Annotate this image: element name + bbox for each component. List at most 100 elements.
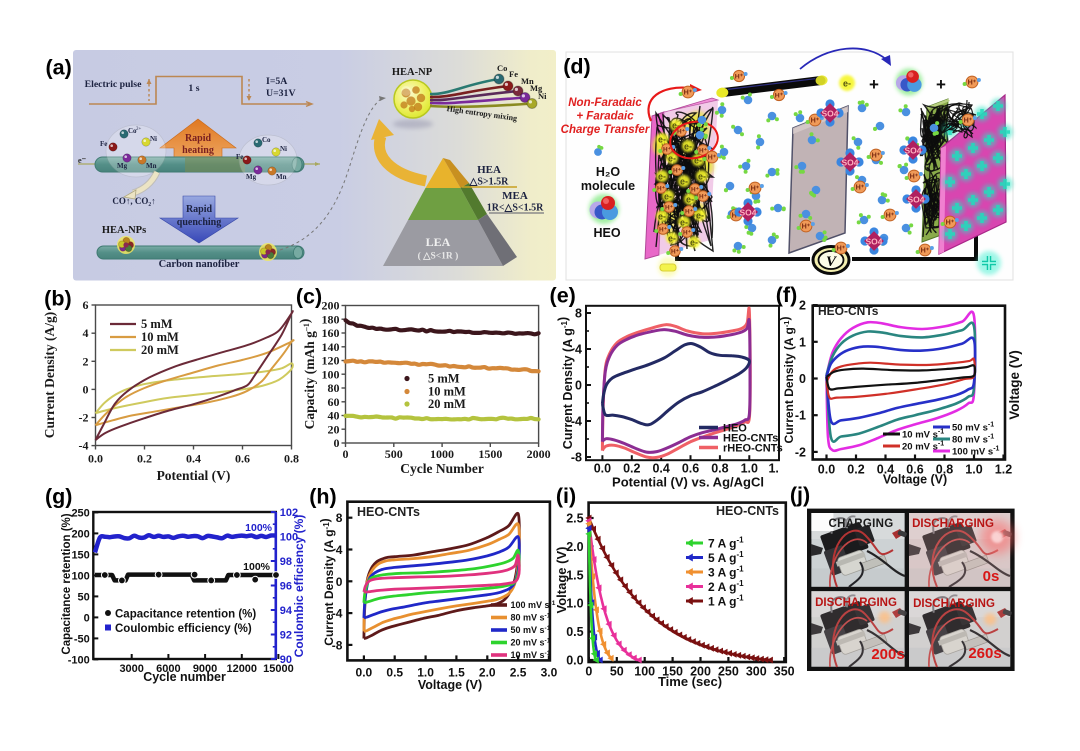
svg-text:DISCHARGING: DISCHARGING [815,597,897,609]
svg-text:SO4: SO4 [739,207,756,217]
svg-text:0.5: 0.5 [566,625,583,639]
svg-text:(f): (f) [776,283,797,307]
svg-text:△S>1.5R: △S>1.5R [469,177,509,188]
svg-text:H⁺: H⁺ [691,186,699,193]
svg-text:-8: -8 [332,638,343,652]
svg-text:80 mV s-1: 80 mV s-1 [952,434,994,446]
svg-text:180: 180 [322,312,340,326]
svg-text:0: 0 [799,372,806,386]
svg-text:rHEO-CNTs: rHEO-CNTs [723,443,783,455]
svg-text:e-: e- [686,195,694,205]
svg-text:Coulombic efficiency (%): Coulombic efficiency (%) [292,515,306,658]
svg-text:2.0: 2.0 [566,540,583,554]
svg-text:0.6: 0.6 [682,462,699,476]
svg-text:e-: e- [843,79,851,89]
svg-text:350: 350 [774,665,795,679]
svg-text:e-: e- [672,121,680,131]
svg-text:(j): (j) [790,483,810,507]
svg-text:e-: e- [658,135,666,145]
svg-text:92: 92 [280,630,292,642]
svg-text:SO4: SO4 [904,145,921,155]
svg-text:HEO-CNTs: HEO-CNTs [357,505,420,519]
svg-text:1.: 1. [768,462,778,476]
svg-text:DISCHARGING: DISCHARGING [912,518,994,530]
svg-text:H⁺: H⁺ [775,93,784,100]
svg-text:0.8: 0.8 [936,463,953,477]
svg-text:Potential (V) vs. Ag/AgCl: Potential (V) vs. Ag/AgCl [612,475,764,490]
svg-text:molecule: molecule [581,179,635,193]
svg-text:10 mV s-1: 10 mV s-1 [511,650,551,660]
svg-text:Capacity (mAh g–1): Capacity (mAh g–1) [297,319,317,430]
svg-text:15000: 15000 [263,663,294,675]
svg-text:100%: 100% [243,561,271,573]
svg-text:Mn: Mn [146,162,157,170]
svg-text:Co: Co [128,127,137,135]
svg-text:0.6: 0.6 [235,452,250,466]
svg-text:H⁺: H⁺ [684,89,693,97]
svg-text:H⁺: H⁺ [659,226,667,233]
svg-text:10 mM: 10 mM [428,385,466,399]
svg-text:0.2: 0.2 [623,462,640,476]
svg-text:H⁺: H⁺ [663,146,671,153]
svg-text:4: 4 [83,326,89,340]
svg-text:H⁺: H⁺ [657,185,665,192]
svg-text:0.8: 0.8 [284,452,299,466]
svg-text:H⁺: H⁺ [811,117,820,125]
svg-text:0: 0 [83,382,89,396]
svg-text:Voltage (V): Voltage (V) [418,678,482,692]
svg-text:5 mM: 5 mM [141,317,173,331]
svg-text:Co: Co [262,136,271,144]
svg-text:H₂O: H₂O [596,165,621,179]
svg-text:0: 0 [343,447,349,461]
svg-text:H⁺: H⁺ [671,248,679,255]
svg-text:Mg: Mg [117,162,128,170]
svg-text:4: 4 [575,343,582,357]
svg-text:Mn: Mn [521,76,534,86]
svg-text:Capacitance retention (%): Capacitance retention (%) [61,513,73,654]
svg-text:0.6: 0.6 [906,463,923,477]
svg-text:150: 150 [71,549,89,561]
svg-text:HEO: HEO [723,423,747,435]
svg-text:50 mV s-1: 50 mV s-1 [952,422,994,434]
svg-text:1.0: 1.0 [965,463,982,477]
svg-text:(g): (g) [45,485,72,509]
svg-text:e-: e- [668,234,676,244]
svg-text:H⁺: H⁺ [968,79,977,87]
svg-text:40: 40 [328,409,340,423]
svg-text:98: 98 [280,556,292,568]
svg-text:0: 0 [336,575,343,589]
svg-text:Cycle number: Cycle number [143,670,226,684]
svg-text:Current Density (A g-1): Current Density (A g-1) [778,317,796,444]
svg-text:80: 80 [328,381,340,395]
svg-text:(h): (h) [309,484,336,508]
svg-text:100 mV s-1: 100 mV s-1 [511,600,556,610]
svg-text:H⁺: H⁺ [802,223,811,231]
svg-text:-2: -2 [79,411,89,425]
svg-text:102: 102 [280,507,298,519]
svg-text:250: 250 [71,507,89,519]
svg-text:H⁺: H⁺ [856,184,865,192]
svg-text:Ni: Ni [150,135,157,143]
svg-text:e-: e- [664,192,672,202]
svg-text:Current Density (A/g): Current Density (A/g) [42,312,57,438]
svg-text:2.0: 2.0 [479,666,496,680]
svg-text:20: 20 [328,422,340,436]
svg-text:0.8: 0.8 [711,462,728,476]
svg-text:1.5: 1.5 [566,568,583,582]
svg-text:-4: -4 [571,415,582,429]
svg-text:20 mV s-1: 20 mV s-1 [511,638,551,648]
svg-text:1.0: 1.0 [566,597,583,611]
svg-text:0.2: 0.2 [137,452,152,466]
svg-text:Cycle Number: Cycle Number [400,461,484,476]
svg-text:200: 200 [690,665,711,679]
svg-text:Charge Transfer: Charge Transfer [561,124,650,136]
svg-text:0.2: 0.2 [847,463,864,477]
svg-text:Ni: Ni [280,145,287,153]
svg-text:0.4: 0.4 [877,463,894,477]
svg-text:heating: heating [182,145,214,156]
svg-text:e-: e- [680,177,688,187]
svg-text:0.0: 0.0 [594,462,611,476]
svg-text:120: 120 [322,354,340,368]
svg-text:-1: -1 [795,409,806,423]
svg-text:H⁺: H⁺ [683,229,691,236]
